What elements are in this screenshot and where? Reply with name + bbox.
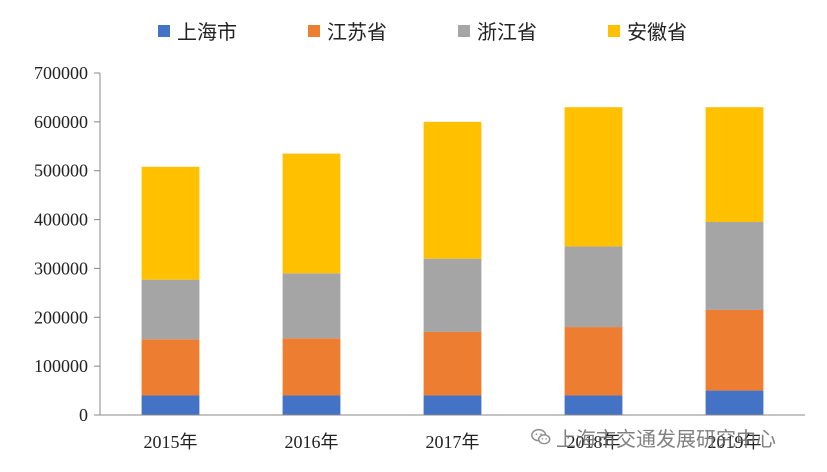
x-tick-label: 2015年 [144,432,198,452]
bar-segment [564,395,623,415]
y-axis: 0 100000 200000 300000 400000 500000 600000 700… [34,63,101,425]
bar-stack [705,107,764,415]
legend-item: 上海市 [158,20,237,44]
bar-stack [564,107,623,415]
bar-segment [564,246,623,328]
bar-segment [564,107,623,247]
legend-label: 安徽省 [627,20,687,44]
legend-swatch [458,25,470,37]
bar-segment [705,390,764,415]
legend-item: 安徽省 [608,20,687,44]
y-tick-label: 100000 [34,356,88,376]
bar-stack [423,121,482,415]
x-tick-label: 2018年 [567,432,621,452]
legend-label: 江苏省 [327,20,387,44]
legend-label: 上海市 [177,20,237,44]
legend-swatch [608,25,620,37]
legend-swatch [308,25,320,37]
x-axis: 2015年 2016年 2017年 2018年 2019年 [100,414,805,452]
bar-segment [282,273,341,339]
legend-item: 江苏省 [308,20,387,44]
legend-swatch [158,25,170,37]
y-tick-label: 700000 [34,63,88,83]
bar-segment [423,331,482,396]
bars [141,107,764,415]
y-tick-label: 500000 [34,161,88,181]
y-tick-label: 400000 [34,210,88,230]
y-tick-label: 600000 [34,112,88,132]
bar-segment [141,339,200,396]
y-tick-label: 300000 [34,258,88,278]
chart-legend: 上海市 江苏省 浙江省 安徽省 [158,20,687,44]
legend-item: 浙江省 [458,20,537,44]
bar-segment [423,258,482,332]
bar-segment [564,327,623,396]
bar-stack [282,153,341,415]
bar-segment [423,121,482,259]
watermark: 上海市交通发展研究中心 [530,424,776,451]
bar-segment [141,279,200,340]
legend-label: 浙江省 [477,20,537,44]
bar-segment [282,153,341,274]
bar-segment [705,222,764,310]
bar-segment [705,309,764,391]
bar-segment [141,166,200,280]
watermark-text: 上海市交通发展研究中心 [556,426,776,451]
bar-segment [705,107,764,223]
bar-segment [282,338,341,396]
bar-stack [141,166,200,415]
bar-segment [141,395,200,415]
x-tick-label: 2017年 [426,432,480,452]
y-tick-label: 200000 [34,307,88,327]
x-tick-label: 2016年 [285,432,339,452]
bar-segment [423,395,482,415]
bar-segment [282,395,341,415]
wechat-icon [531,428,551,445]
x-tick-label: 2019年 [708,432,762,452]
y-tick-label: 0 [79,405,88,425]
